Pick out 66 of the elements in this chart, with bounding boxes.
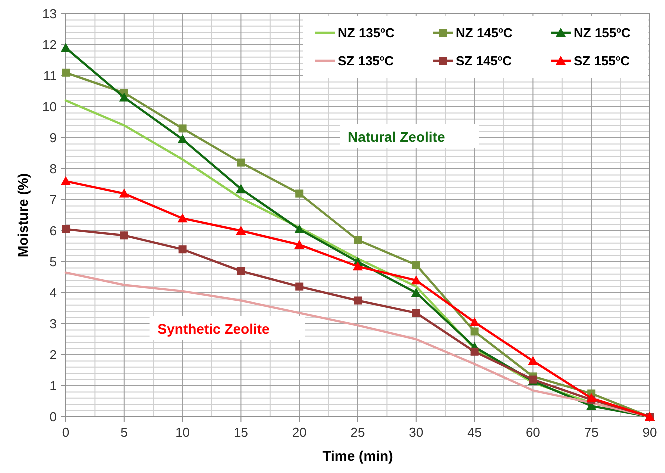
y-tick-label: 1	[50, 378, 57, 394]
point	[178, 214, 188, 223]
x-tick-label: 75	[584, 425, 599, 440]
point	[178, 246, 187, 254]
x-tick-label: 20	[292, 425, 307, 440]
x-tick-label: 10	[176, 425, 190, 440]
x-tick-label: 5	[120, 425, 128, 440]
point	[354, 296, 362, 305]
point	[353, 262, 363, 271]
y-tick-label: 11	[44, 68, 57, 84]
y-tick-label: 2	[50, 348, 57, 363]
y-tick-label: 8	[50, 162, 57, 177]
x-tick-label: 15	[234, 425, 248, 440]
legend-label: NZ 155ºC	[574, 26, 632, 41]
x-tick-label: 25	[350, 425, 366, 440]
point	[296, 282, 304, 291]
point	[411, 276, 422, 285]
point	[61, 43, 71, 52]
point	[119, 188, 130, 198]
x-tick-label: 0	[62, 425, 70, 440]
y-tick-label: 9	[50, 130, 57, 146]
point	[470, 317, 480, 326]
y-tick-label: 0	[50, 410, 57, 425]
y-tick-label: 3	[50, 316, 57, 332]
y-tick-label: 4	[50, 286, 57, 301]
legend-label: NZ 145ºC	[456, 26, 514, 41]
point	[120, 232, 128, 240]
point	[470, 328, 479, 336]
point	[237, 267, 246, 276]
y-tick-label: 6	[50, 224, 57, 239]
y-tick-label: 10	[42, 100, 57, 115]
point	[412, 261, 420, 270]
point	[119, 92, 130, 102]
point	[61, 176, 71, 186]
point	[294, 240, 305, 249]
point	[178, 124, 187, 133]
legend-label: SZ 155ºC	[574, 54, 631, 69]
point	[236, 226, 246, 235]
point	[62, 225, 70, 234]
legend-label: NZ 135ºC	[338, 26, 396, 41]
point	[411, 288, 422, 297]
annotation: Natural Zeolite	[348, 129, 446, 145]
x-tick-label: 60	[526, 425, 540, 440]
point	[178, 134, 188, 144]
point	[294, 224, 305, 234]
legend-label: SZ 145ºC	[456, 54, 513, 69]
point	[236, 184, 246, 194]
point	[237, 158, 246, 167]
x-tick-label: 90	[642, 425, 658, 440]
point	[296, 190, 304, 198]
y-axis-title: Moisture (%)	[15, 174, 31, 258]
y-tick-label: 12	[42, 38, 57, 53]
point	[586, 393, 597, 402]
point	[412, 309, 420, 318]
annotation: Synthetic Zeolite	[158, 321, 270, 338]
x-tick-label: 30	[409, 425, 424, 440]
point	[528, 356, 538, 366]
point	[470, 348, 479, 356]
point	[62, 68, 70, 77]
y-tick-label: 5	[50, 254, 57, 270]
x-axis-title: Time (min)	[322, 448, 394, 464]
y-tick-label: 7	[50, 192, 57, 208]
x-tick-label: 45	[468, 425, 482, 440]
y-tick-label: 13	[42, 6, 57, 22]
legend-label: SZ 135ºC	[338, 54, 395, 69]
point	[354, 236, 362, 244]
